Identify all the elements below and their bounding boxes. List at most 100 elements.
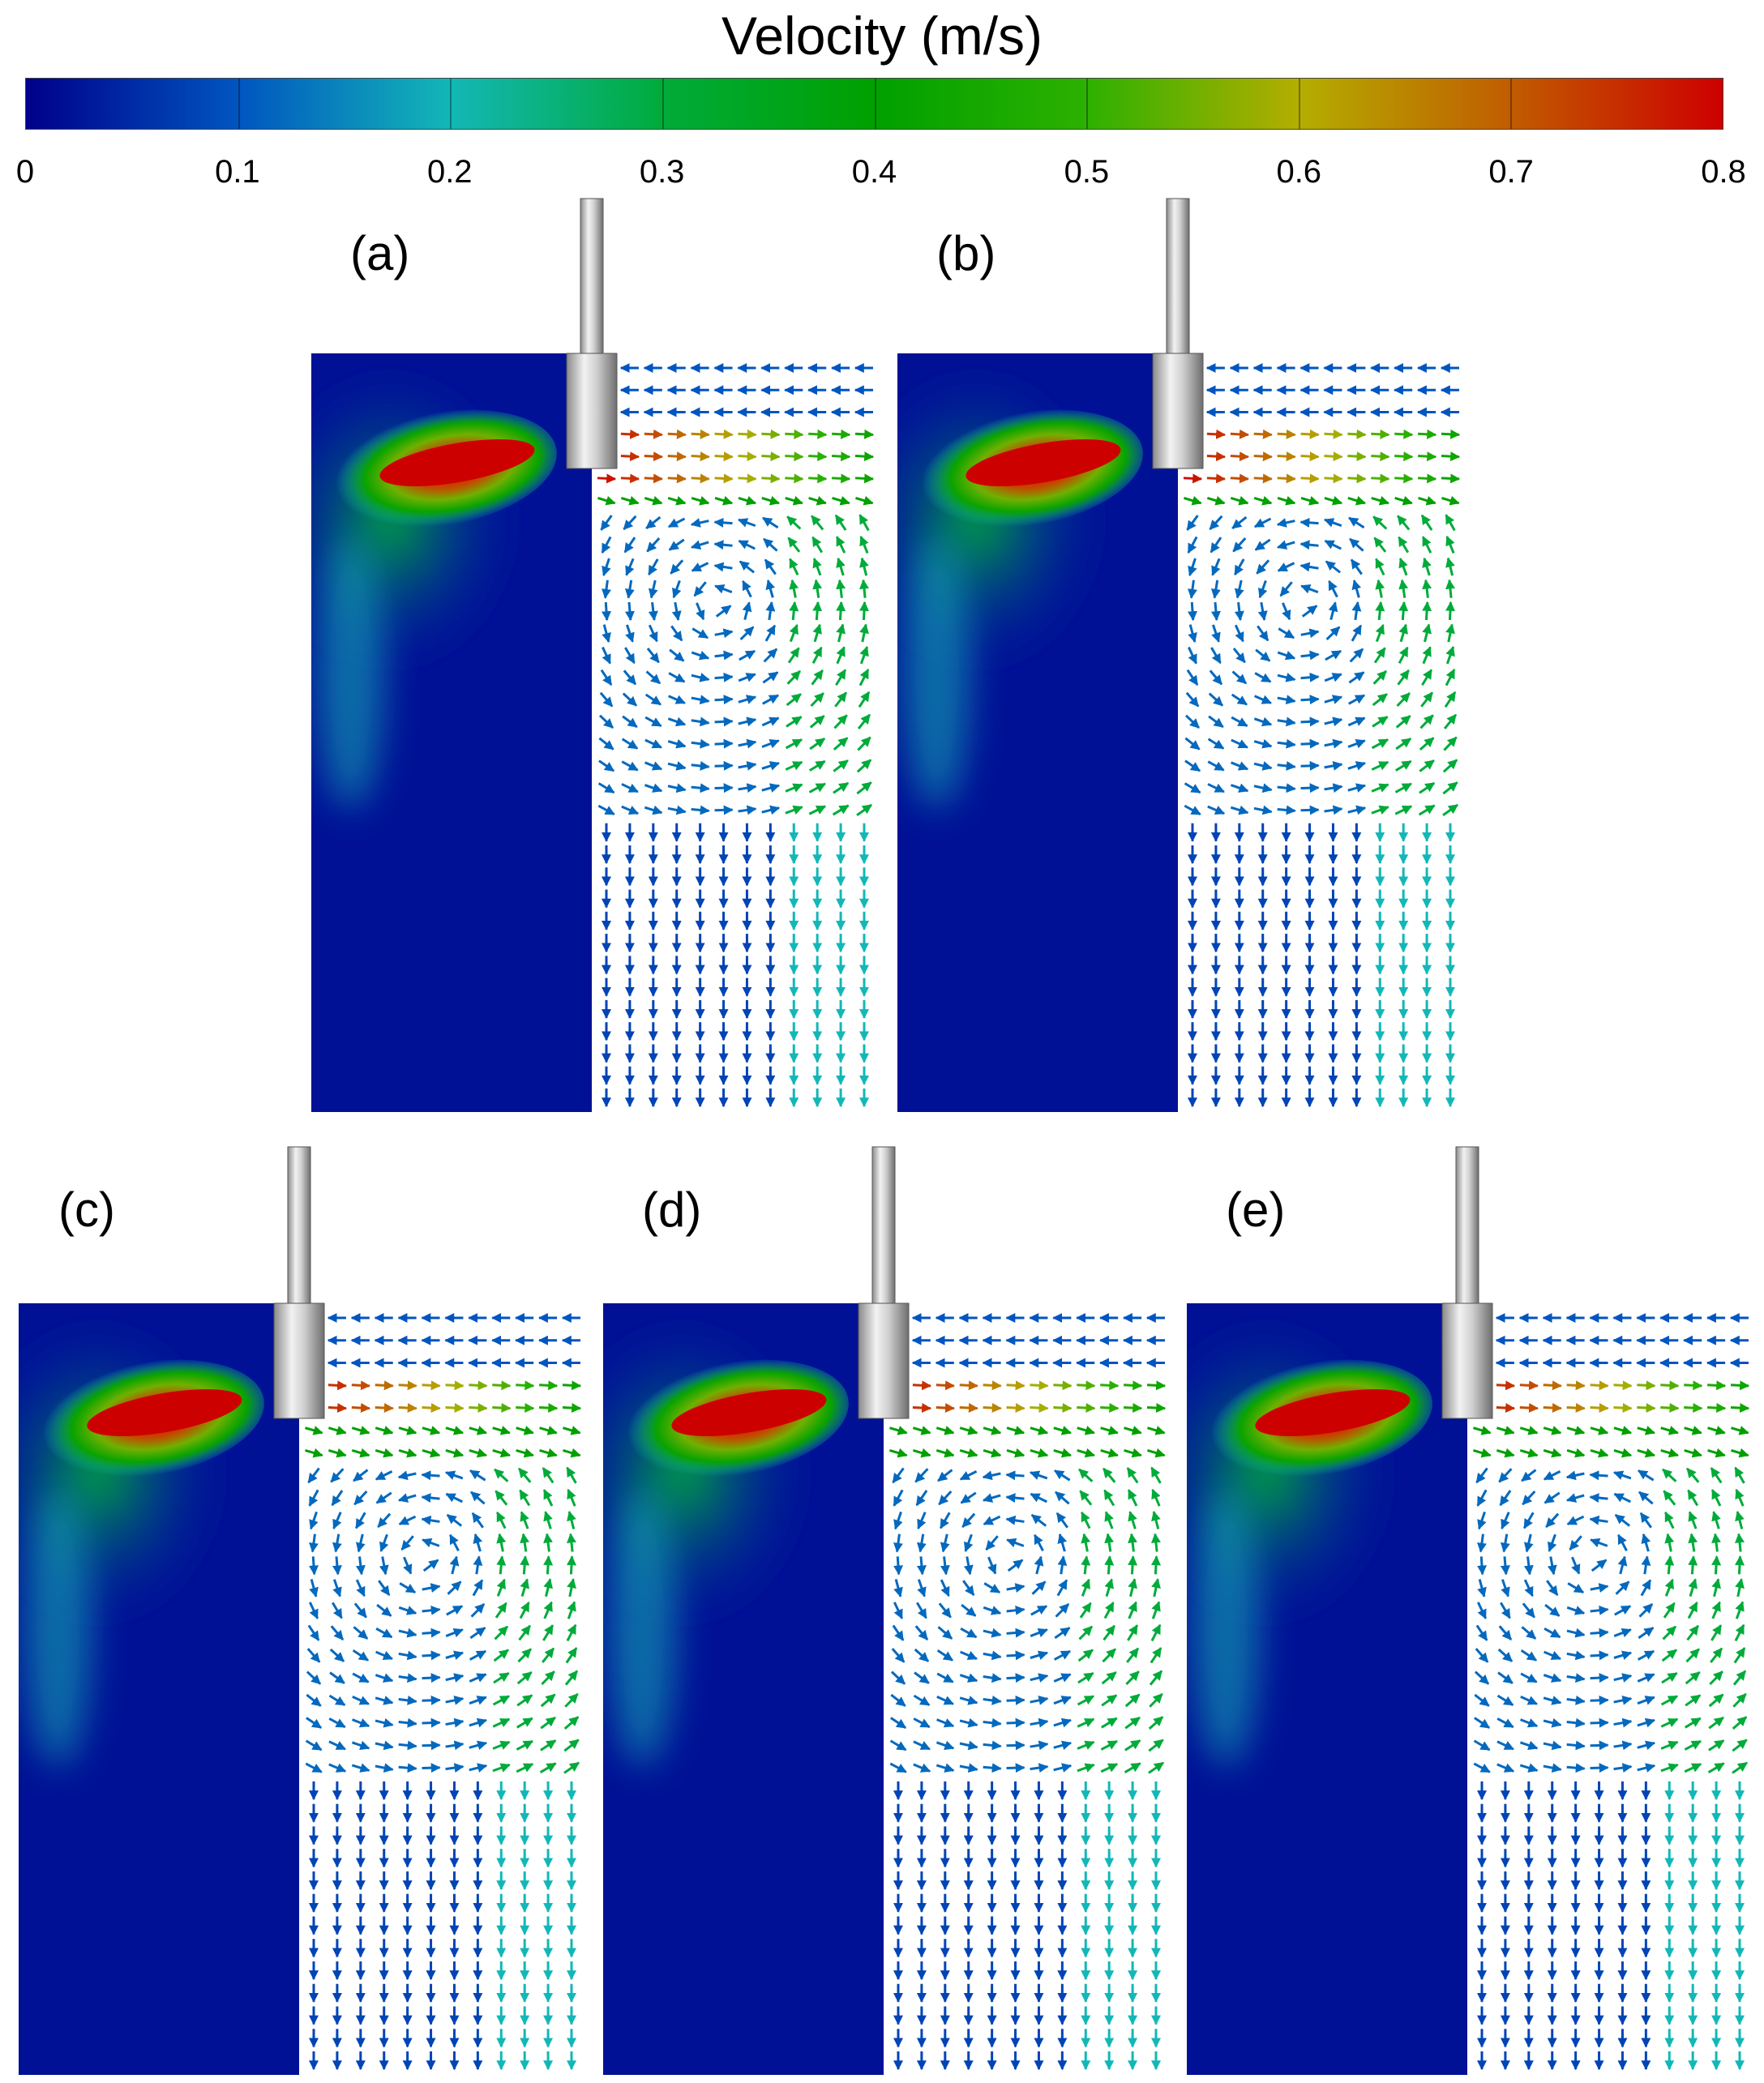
velocity-vector <box>375 1380 394 1391</box>
velocity-vector <box>1372 515 1388 530</box>
velocity-vector <box>983 1717 1002 1728</box>
velocity-vector <box>539 1426 558 1435</box>
velocity-vector <box>959 1380 978 1391</box>
velocity-vector <box>691 650 710 661</box>
velocity-vector <box>378 1580 391 1596</box>
velocity-vector <box>959 1763 978 1773</box>
velocity-vector <box>331 1602 343 1619</box>
velocity-vector <box>1684 1739 1702 1751</box>
velocity-vector <box>1660 1403 1680 1414</box>
velocity-vector <box>1231 738 1248 749</box>
velocity-vector <box>1186 515 1199 531</box>
velocity-vector <box>623 537 636 554</box>
velocity-vector <box>1638 1469 1655 1482</box>
velocity-vector <box>1254 538 1271 551</box>
velocity-vector <box>1006 1763 1025 1773</box>
velocity-vector <box>353 1469 369 1482</box>
velocity-vector <box>1371 805 1389 815</box>
velocity-vector <box>598 759 615 772</box>
velocity-vector <box>786 716 803 728</box>
velocity-vector <box>1258 580 1268 599</box>
velocity-vector <box>1124 1739 1141 1752</box>
velocity-vector <box>492 1740 511 1750</box>
velocity-vector <box>1613 1695 1633 1705</box>
velocity-vector <box>914 1468 929 1483</box>
velocity-vector <box>983 1740 1002 1751</box>
velocity-vector <box>1501 1512 1510 1530</box>
velocity-vector <box>1707 1426 1726 1435</box>
velocity-vector <box>398 1763 417 1773</box>
velocity-vector <box>1351 601 1362 621</box>
velocity-vector <box>1077 1403 1096 1414</box>
velocity-vector <box>1254 695 1272 704</box>
velocity-vector <box>1519 1380 1539 1391</box>
velocity-vector <box>566 1623 577 1642</box>
velocity-vector <box>667 805 687 815</box>
velocity-vector <box>1731 1448 1749 1458</box>
velocity-vector <box>492 1448 511 1458</box>
velocity-vector <box>1347 473 1367 484</box>
velocity-vector <box>1419 714 1434 729</box>
velocity-vector <box>517 1467 532 1483</box>
velocity-vector <box>599 691 614 708</box>
velocity-vector <box>1398 558 1408 576</box>
velocity-vector <box>597 782 615 794</box>
velocity-vector <box>963 1556 974 1576</box>
velocity-vector <box>1276 540 1295 550</box>
velocity-vector <box>1188 646 1197 665</box>
velocity-vector <box>1571 1556 1581 1575</box>
velocity-vector <box>1277 495 1296 506</box>
velocity-vector <box>940 1579 950 1598</box>
velocity-vector <box>518 1624 532 1641</box>
velocity-vector <box>492 1403 512 1414</box>
velocity-vector <box>1496 1426 1515 1435</box>
velocity-vector <box>1208 715 1224 729</box>
velocity-vector <box>1030 1740 1049 1751</box>
velocity-vector <box>445 1403 465 1414</box>
velocity-vector <box>714 738 734 749</box>
velocity-vector <box>376 1603 392 1617</box>
velocity-vector <box>1053 1380 1073 1391</box>
velocity-vector <box>960 1627 978 1639</box>
velocity-vector <box>1707 1380 1727 1391</box>
velocity-vector <box>812 623 822 643</box>
velocity-vector <box>620 473 640 484</box>
velocity-vector <box>1053 1696 1072 1705</box>
velocity-vector <box>917 1512 927 1530</box>
velocity-vector <box>620 495 640 506</box>
velocity-vector <box>1255 648 1271 662</box>
velocity-vector <box>1496 1717 1514 1729</box>
velocity-vector <box>564 1670 579 1686</box>
velocity-vector <box>1104 1555 1115 1575</box>
velocity-vector <box>1475 1648 1489 1663</box>
velocity-vector <box>1684 1403 1703 1414</box>
velocity-vector <box>940 1512 951 1529</box>
velocity-vector <box>1053 1426 1073 1435</box>
velocity-vector <box>1128 1533 1138 1552</box>
velocity-vector <box>1520 1649 1537 1662</box>
velocity-vector <box>1188 580 1197 599</box>
velocity-vector <box>1101 1670 1117 1685</box>
velocity-vector <box>1128 1511 1137 1529</box>
velocity-vector <box>832 804 850 816</box>
velocity-vector <box>1685 1670 1701 1685</box>
impeller-hub <box>858 1302 910 1419</box>
velocity-vector <box>1147 1448 1166 1458</box>
velocity-vector <box>1398 601 1409 621</box>
velocity-vector <box>543 1533 554 1552</box>
velocity-vector <box>306 1648 321 1663</box>
velocity-vector <box>1077 1649 1094 1662</box>
velocity-vector <box>1660 1380 1680 1391</box>
velocity-vector <box>1735 1578 1745 1598</box>
velocity-vector <box>1006 1650 1025 1661</box>
velocity-vector <box>516 1694 533 1707</box>
velocity-vector <box>1030 1448 1049 1458</box>
panel-label: (d) <box>642 1183 702 1237</box>
velocity-vector <box>1030 1673 1049 1683</box>
velocity-vector <box>1149 1670 1163 1686</box>
velocity-vector <box>738 805 757 815</box>
velocity-vector <box>672 580 682 599</box>
velocity-vector <box>859 579 869 598</box>
velocity-vector <box>893 1489 904 1507</box>
velocity-vector <box>1500 1556 1510 1576</box>
